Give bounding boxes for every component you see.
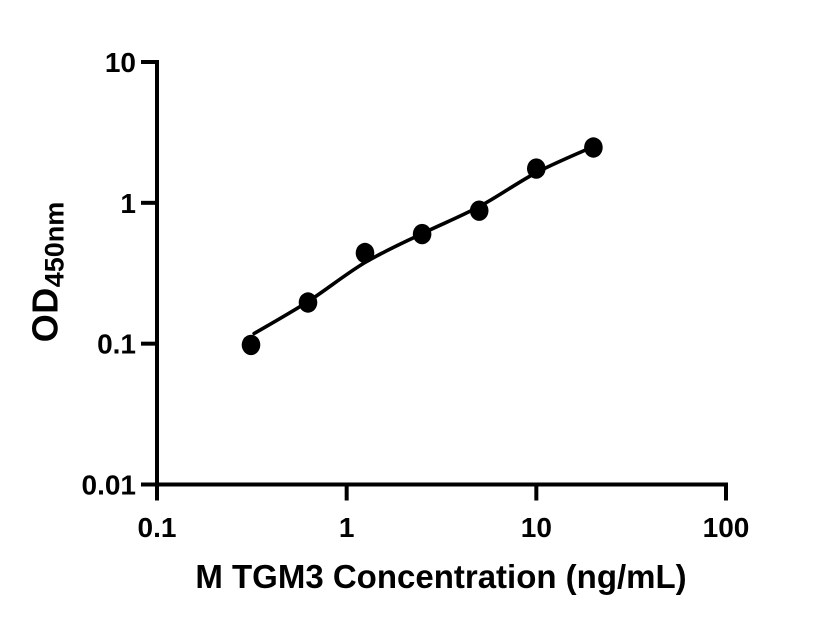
- y-tick-label: 1: [120, 188, 136, 219]
- y-tick-label: 0.1: [97, 329, 136, 360]
- x-axis-title: M TGM3 Concentration (ng/mL): [195, 558, 687, 595]
- x-tick-label: 1: [339, 512, 355, 543]
- x-tick-label: 100: [703, 512, 750, 543]
- y-axis-title: OD450nm: [24, 201, 70, 343]
- y-axis-title-main: OD: [24, 287, 66, 343]
- x-tick-label: 10: [521, 512, 552, 543]
- data-point-marker: [527, 158, 546, 179]
- data-point-marker: [298, 292, 318, 313]
- y-tick-label: 10: [105, 47, 136, 78]
- data-point-marker: [412, 223, 432, 245]
- y-tick-label: 0.01: [82, 470, 137, 501]
- x-tick-label: 0.1: [138, 512, 177, 543]
- y-axis-title-subscript: 450nm: [39, 201, 70, 288]
- data-point-marker: [241, 334, 261, 356]
- data-point-marker: [584, 137, 603, 158]
- data-point-marker: [469, 200, 489, 221]
- data-point-marker: [355, 242, 375, 264]
